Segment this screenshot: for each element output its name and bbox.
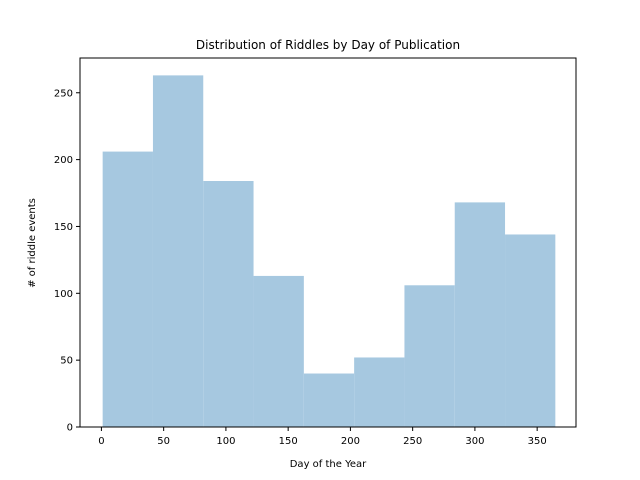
x-tick-label: 150 bbox=[279, 436, 298, 447]
histogram-bar bbox=[303, 373, 355, 427]
y-axis-label: # of riddle events bbox=[27, 198, 38, 288]
histogram-bar bbox=[203, 181, 254, 427]
histogram-bar bbox=[102, 151, 153, 427]
x-tick-label: 300 bbox=[465, 436, 484, 447]
histogram-bar bbox=[354, 357, 405, 427]
histogram-bar bbox=[404, 285, 455, 427]
x-tick-label: 350 bbox=[528, 436, 547, 447]
chart-title: Distribution of Riddles by Day of Public… bbox=[196, 38, 460, 52]
y-tick-label: 250 bbox=[54, 88, 73, 99]
histogram-bar bbox=[454, 202, 506, 427]
x-axis-label: Day of the Year bbox=[290, 459, 367, 470]
x-tick-label: 0 bbox=[98, 436, 104, 447]
bars-group bbox=[102, 75, 556, 427]
y-tick-label: 200 bbox=[54, 155, 73, 166]
histogram-bar bbox=[152, 75, 204, 427]
x-tick-label: 200 bbox=[341, 436, 360, 447]
plot-frame bbox=[79, 57, 577, 428]
y-tick-label: 100 bbox=[54, 289, 73, 300]
x-tick-label: 100 bbox=[216, 436, 235, 447]
x-tick-label: 250 bbox=[403, 436, 422, 447]
histogram-bar bbox=[253, 275, 304, 427]
axes-group: 0 50 100 150 200 250 300 350 0 50 100 150 200 250 bbox=[54, 57, 577, 447]
y-tick-label: 150 bbox=[54, 222, 73, 233]
y-tick-label: 0 bbox=[67, 423, 73, 434]
histogram-bar bbox=[505, 234, 556, 427]
y-tick-label: 50 bbox=[60, 356, 73, 367]
x-tick-label: 50 bbox=[157, 436, 170, 447]
